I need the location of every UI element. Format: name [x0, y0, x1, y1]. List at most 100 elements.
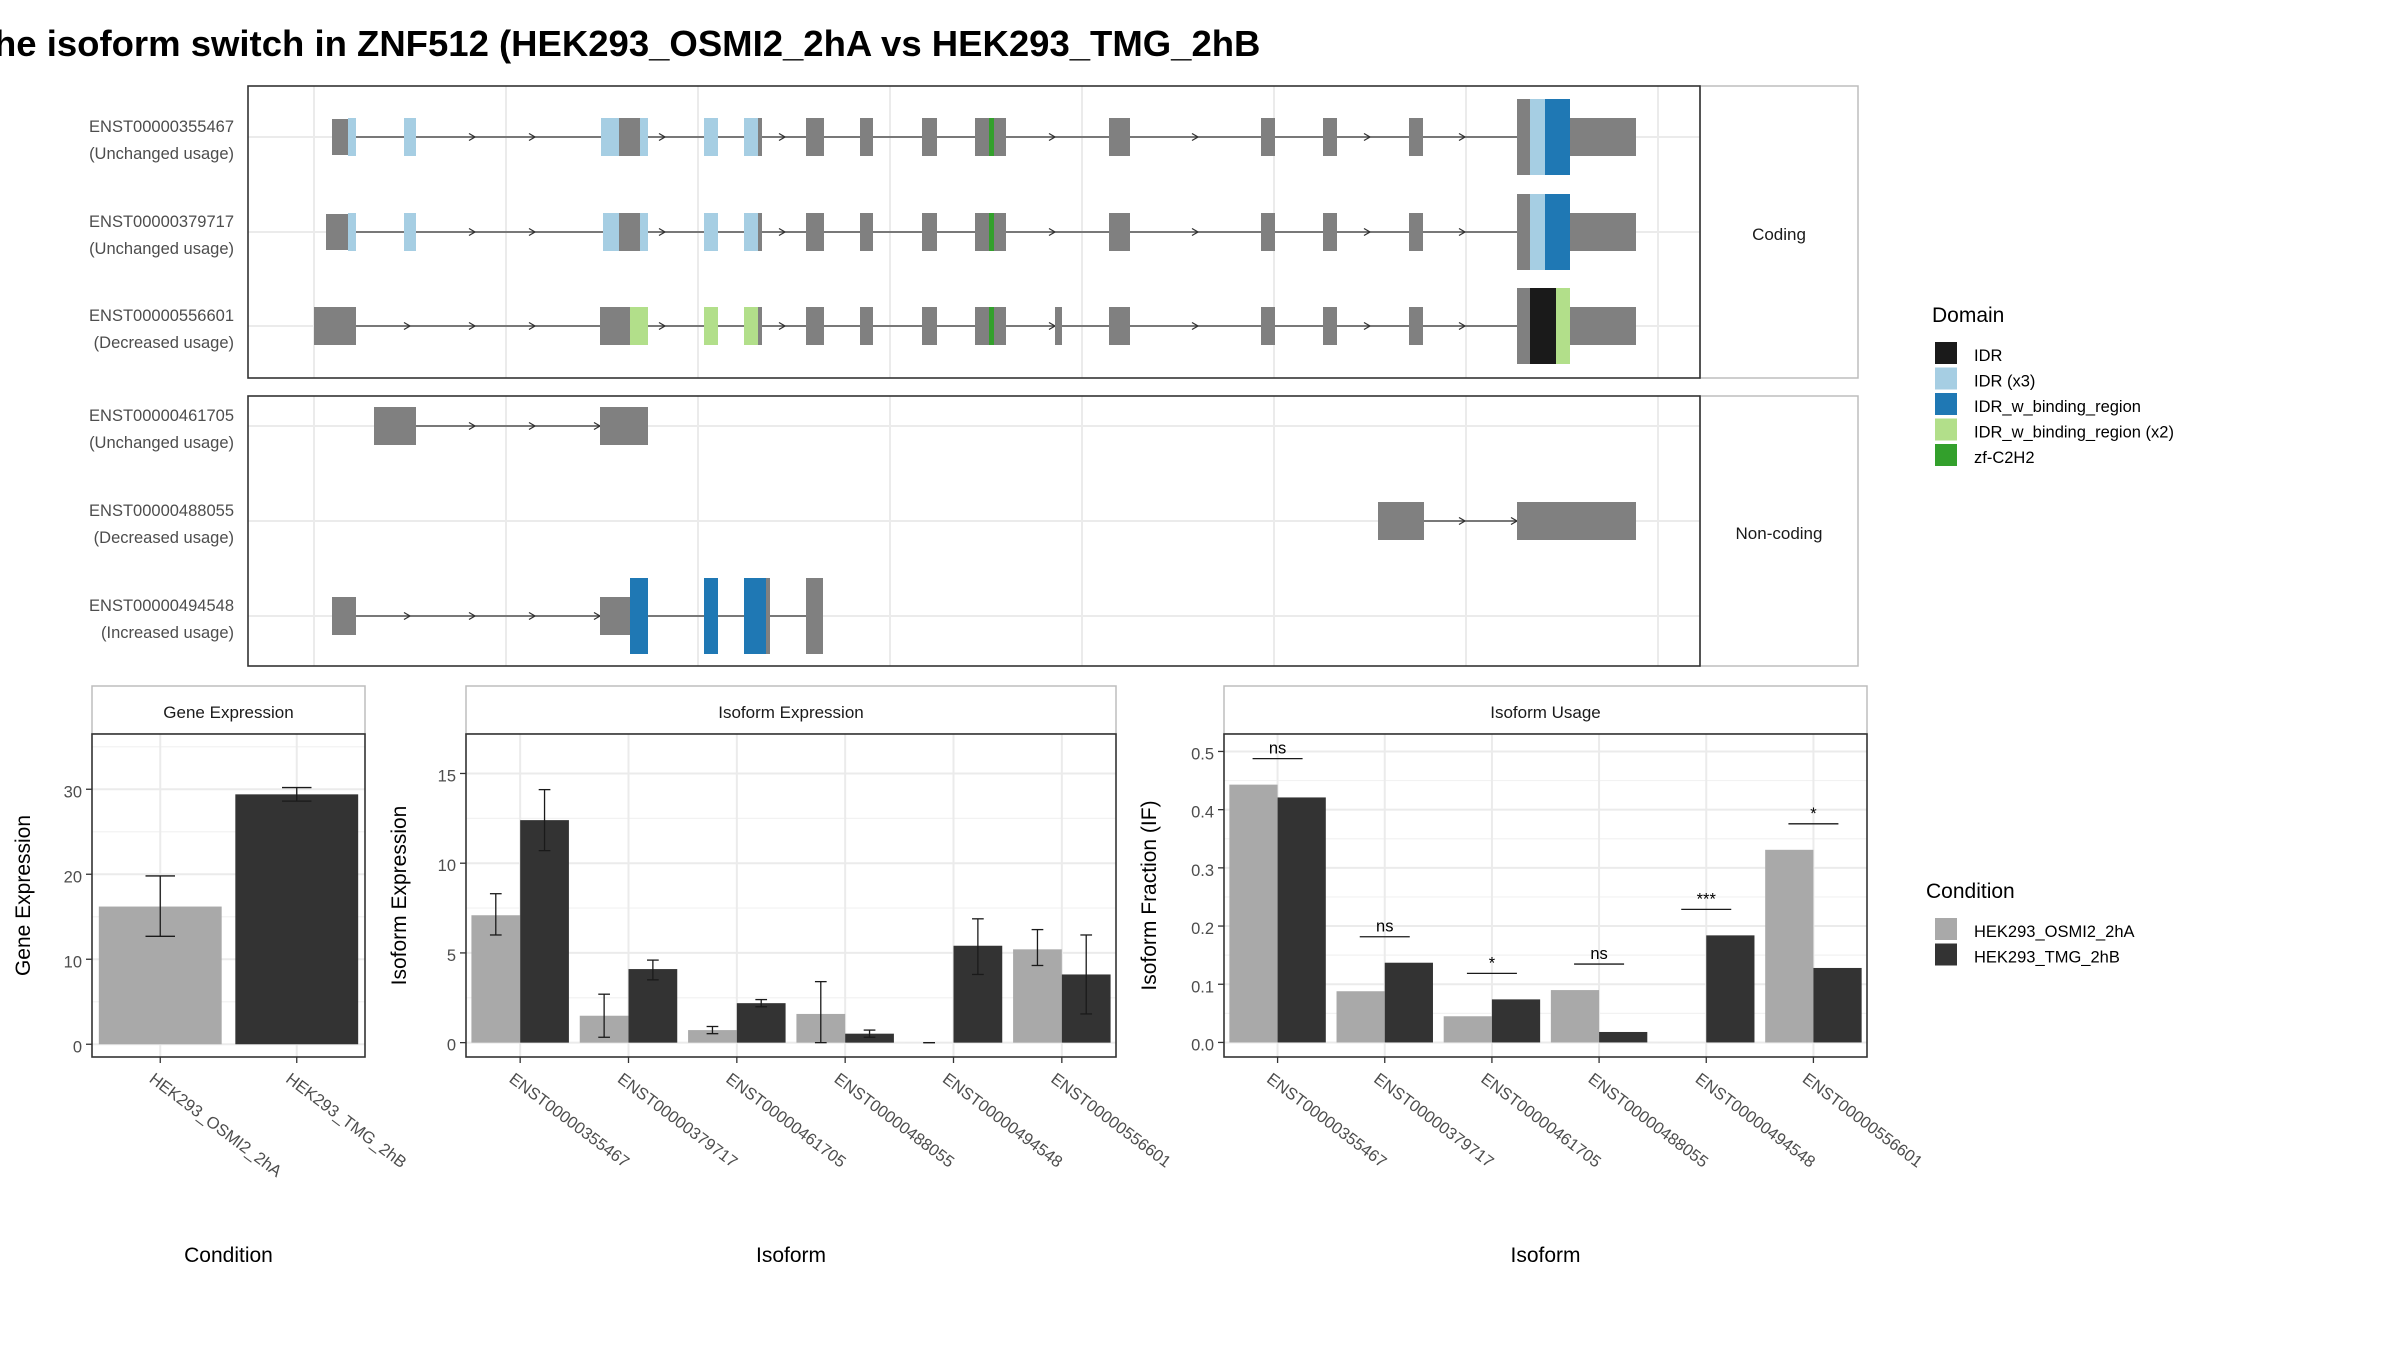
exon-block — [922, 118, 937, 156]
domain-block — [1545, 99, 1554, 175]
domain-block — [630, 307, 636, 345]
x-tick-label: HEK293_TMG_2hB — [282, 1070, 409, 1172]
legend-swatch — [1935, 367, 1957, 390]
transcript-id-label: ENST00000494548 — [89, 597, 234, 615]
exon-block — [1517, 288, 1530, 364]
y-tick-label: 0.4 — [1191, 804, 1214, 822]
significance-label: ns — [1376, 918, 1393, 936]
domain-block — [1554, 194, 1570, 270]
exon-block — [1409, 213, 1423, 251]
transcript-usage-label: (Decreased usage) — [94, 529, 234, 547]
domain-block — [1556, 288, 1570, 364]
plot-bg — [466, 734, 1116, 1057]
exon-block — [806, 578, 823, 654]
transcript-usage-label: (Unchanged usage) — [89, 145, 234, 163]
panel-border — [247, 395, 1701, 667]
chart-title: Gene Expression — [163, 703, 293, 722]
domain-block — [704, 213, 718, 251]
bar — [1336, 991, 1385, 1043]
exon-block — [766, 578, 770, 654]
intron-arrow — [1191, 132, 1200, 142]
bar — [736, 1003, 786, 1043]
y-tick-label: 0.0 — [1191, 1036, 1214, 1054]
domain-block — [640, 213, 648, 251]
domain-block — [1530, 99, 1545, 175]
plot-border — [1223, 733, 1868, 1058]
domain-block — [989, 213, 994, 251]
chart-title: Isoform Expression — [718, 703, 864, 722]
bar — [1229, 784, 1278, 1043]
exon-block — [1323, 307, 1337, 345]
exon-block — [806, 307, 824, 345]
legend-swatch — [1935, 393, 1957, 415]
exon-block — [1570, 213, 1636, 251]
intron-arrow — [468, 321, 477, 331]
domain-block — [348, 213, 356, 251]
transcript-id-label: ENST00000488055 — [89, 502, 234, 520]
intron-arrow — [1458, 516, 1467, 526]
intron-arrow — [658, 321, 667, 331]
intron-arrow — [1458, 227, 1467, 237]
intron-arrow — [528, 611, 537, 621]
bar — [688, 1030, 737, 1043]
legend-label: IDR_w_binding_region (x2) — [1974, 424, 2174, 442]
exon-block — [860, 213, 873, 251]
exon-block — [374, 407, 416, 445]
intron-arrow — [1191, 227, 1200, 237]
x-tick-label: ENST00000488055 — [831, 1070, 958, 1172]
exon-block — [922, 213, 937, 251]
bar — [628, 969, 678, 1043]
x-tick-label: ENST00000379717 — [614, 1070, 741, 1172]
x-tick-label: ENST00000355467 — [506, 1070, 633, 1172]
isoform-expression-chart: Isoform Expression051015ENST00000355467E… — [388, 685, 1174, 1267]
bar — [471, 915, 521, 1043]
domain-block — [1548, 288, 1556, 364]
intron-arrow — [658, 132, 667, 142]
exon-block — [1261, 213, 1275, 251]
significance-label: ns — [1590, 945, 1607, 963]
domain-block — [1545, 194, 1554, 270]
legend-swatch — [1935, 444, 1957, 466]
domain-block — [744, 213, 758, 251]
x-axis-title: Isoform — [756, 1244, 826, 1267]
condition-legend: Condition HEK293_OSMI2_2hA HEK293_TMG_2hB — [1926, 880, 2135, 967]
bar — [845, 1033, 894, 1043]
transcript-usage-label: (Unchanged usage) — [89, 240, 234, 258]
y-tick-label: 10 — [64, 953, 82, 971]
bar — [1384, 962, 1433, 1043]
bar — [1277, 797, 1326, 1043]
transcript-structure-panel: ENST00000355467 (Unchanged usage) ENST0000… — [89, 85, 1859, 667]
exon-block — [326, 214, 348, 250]
exon-block — [619, 118, 640, 156]
panel-border — [247, 85, 1701, 379]
exon-block — [1261, 307, 1275, 345]
y-tick-label: 5 — [447, 947, 456, 965]
bar — [1491, 999, 1541, 1043]
exon-block — [1517, 502, 1636, 540]
x-tick-label: HEK293_OSMI2_2hA — [146, 1070, 285, 1181]
intron-arrow — [1048, 227, 1057, 237]
exon-block — [1323, 118, 1337, 156]
exon-block — [806, 213, 824, 251]
exon-block — [922, 307, 937, 345]
domain-block — [603, 213, 619, 251]
legend-swatch — [1935, 918, 1957, 940]
exon-block — [860, 307, 873, 345]
legend-swatch — [1935, 342, 1957, 364]
domain-block — [704, 118, 718, 156]
exon-block — [332, 119, 348, 155]
bar — [1550, 990, 1600, 1043]
intron-arrow — [1363, 321, 1372, 331]
transcript-id-label: ENST00000556601 — [89, 307, 234, 325]
intron-arrow — [528, 421, 537, 431]
legend-label: zf-C2H2 — [1974, 449, 2035, 467]
domain-block — [1530, 194, 1545, 270]
exon-block — [1409, 307, 1423, 345]
group-label: Non-coding — [1736, 524, 1823, 543]
legend-swatch — [1935, 418, 1957, 441]
bar — [1706, 935, 1755, 1043]
transcript-id-label: ENST00000355467 — [89, 118, 234, 136]
significance-label: * — [1489, 954, 1496, 972]
y-tick-label: 30 — [64, 783, 82, 801]
